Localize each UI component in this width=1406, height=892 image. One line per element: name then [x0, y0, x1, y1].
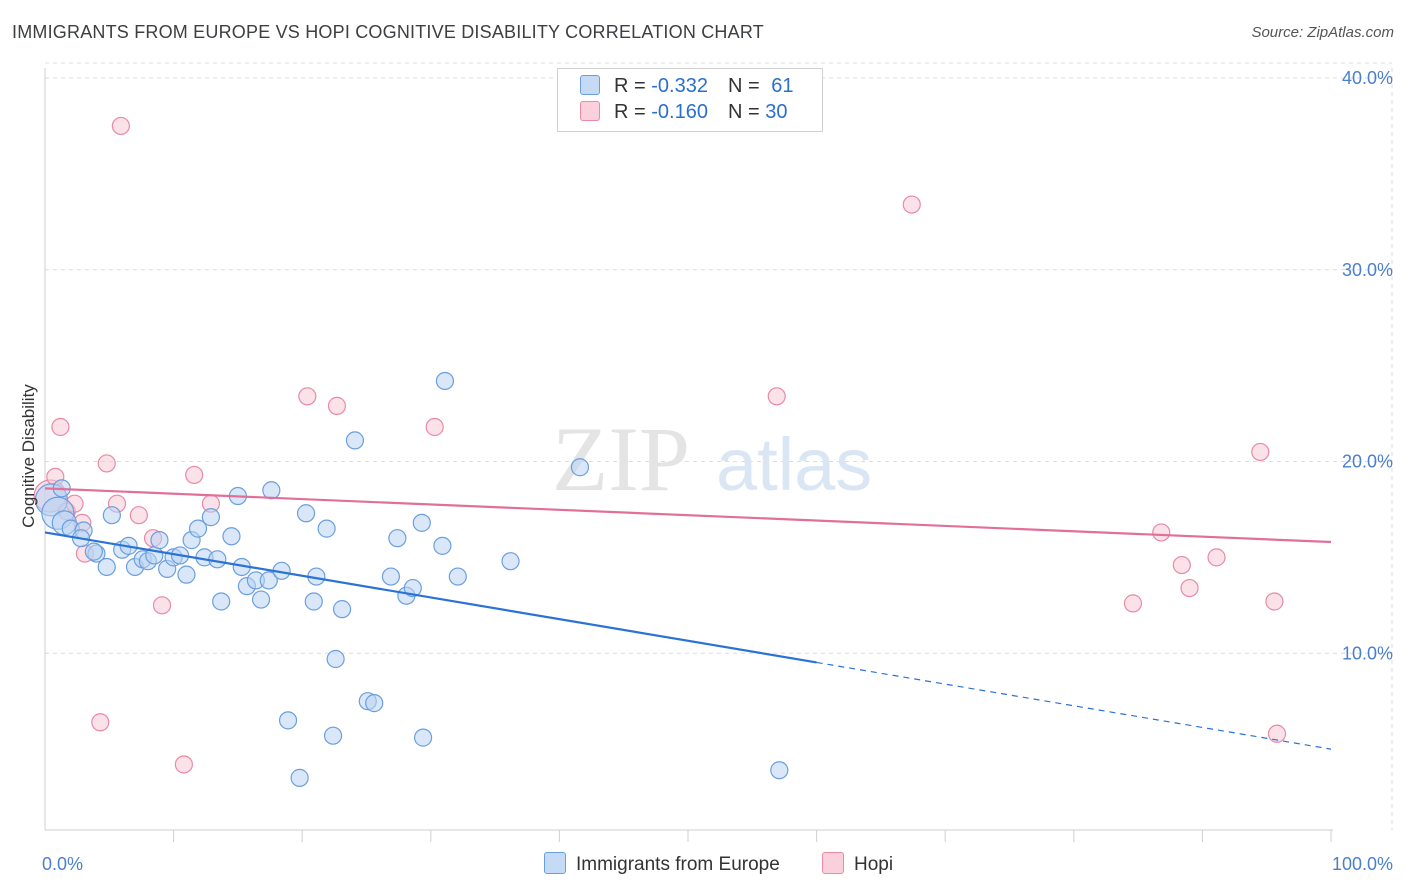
hopi-point [91, 713, 110, 732]
hopi-point [129, 506, 148, 525]
legend-n-label: N = [727, 75, 766, 97]
europe-point [381, 567, 401, 586]
hopi-point [1123, 594, 1143, 613]
legend-r-value: -0.160 [651, 101, 708, 123]
hopi-point [97, 454, 116, 473]
europe-point [150, 531, 169, 550]
hopi-trend-line [44, 487, 1332, 544]
x-tick-label: 100.0% [1332, 854, 1393, 874]
hopi-point [1180, 578, 1199, 598]
watermark-zip: ZIP [552, 408, 690, 510]
europe-point [97, 557, 116, 577]
hopi-point [425, 417, 444, 437]
europe-point [188, 519, 208, 538]
europe-point [388, 529, 407, 548]
hopi-point [1152, 523, 1171, 542]
hopi-point [185, 465, 204, 485]
europe-point [403, 578, 422, 598]
legend-swatch-hopi [580, 101, 600, 121]
europe-point [259, 571, 278, 590]
hopi-point [1267, 724, 1287, 743]
bottom-legend-swatch-europe [544, 852, 566, 874]
legend-row-hopi: R = -0.160 N = 30 [580, 101, 787, 127]
hopi-point [902, 195, 921, 214]
legend-r-value: -0.332 [651, 75, 708, 97]
europe-point [345, 431, 365, 450]
watermark-atlas: atlas [716, 423, 872, 506]
trend-lines [44, 487, 1332, 750]
hopi-point [1265, 592, 1284, 611]
y-tick-label: 30.0% [1342, 260, 1393, 280]
europe-point [84, 542, 103, 561]
europe-points [34, 371, 789, 787]
hopi-point [298, 387, 317, 406]
hopi-point [152, 596, 172, 615]
europe-point [435, 371, 455, 391]
europe-point [102, 506, 121, 525]
correlation-legend: R = -0.332 N = 61 R = -0.160 N = 30 [557, 68, 823, 132]
hopi-point [1251, 442, 1270, 462]
legend-r-label: R = [614, 75, 652, 97]
hopi-point [1207, 548, 1226, 567]
europe-point [323, 726, 343, 745]
bottom-legend-europe: Immigrants from Europe [544, 852, 780, 876]
legend-row-europe: R = -0.332 N = 61 [580, 75, 793, 101]
hopi-point [767, 387, 786, 406]
legend-n-label: N = [727, 101, 766, 123]
hopi-point [174, 755, 193, 774]
bottom-legend-swatch-hopi [822, 852, 844, 874]
europe-point [326, 649, 345, 669]
europe-trend-line-extension [816, 661, 1332, 750]
europe-point [365, 694, 384, 713]
europe-point [201, 508, 220, 527]
y-tick-label: 10.0% [1342, 643, 1393, 663]
y-axis-label: Cognitive Disability [19, 384, 38, 528]
europe-point [304, 592, 323, 611]
europe-point [208, 550, 227, 569]
europe-trend-line [44, 531, 817, 664]
europe-point [222, 527, 241, 546]
bottom-legend-label-europe: Immigrants from Europe [576, 854, 780, 875]
hopi-point [111, 116, 130, 136]
source-label: Source: ZipAtlas.com [1251, 24, 1394, 41]
europe-point [433, 536, 452, 555]
gridlines [45, 62, 1393, 830]
europe-point [413, 728, 433, 747]
watermark: ZIP atlas [552, 408, 872, 510]
axes [44, 68, 1333, 842]
hopi-point [327, 396, 347, 415]
europe-point [332, 600, 352, 619]
legend-n-value: 30 [765, 101, 788, 123]
europe-point [412, 513, 431, 532]
europe-point [317, 519, 336, 538]
hopi-point [1172, 555, 1191, 575]
europe-point [212, 592, 231, 611]
legend-swatch-europe [580, 75, 600, 95]
europe-point [296, 504, 316, 523]
europe-point [278, 711, 298, 730]
europe-point [177, 565, 196, 584]
europe-point [448, 567, 467, 586]
hopi-point [51, 417, 70, 437]
tick-labels: 10.0% 20.0% 30.0% 40.0% 0.0% 100.0% [42, 68, 1393, 874]
y-tick-label: 40.0% [1342, 68, 1393, 88]
legend-r-label: R = [614, 101, 652, 123]
bottom-legend-hopi: Hopi [822, 852, 893, 876]
europe-point [262, 481, 281, 500]
chart-title: IMMIGRANTS FROM EUROPE VS HOPI COGNITIVE… [12, 22, 764, 42]
europe-point [770, 761, 789, 780]
legend-n-value: 61 [771, 75, 794, 97]
europe-point [290, 768, 309, 787]
bottom-legend-label-hopi: Hopi [854, 854, 894, 875]
europe-point [570, 458, 590, 477]
x-tick-label: 0.0% [42, 854, 83, 874]
europe-point [251, 590, 271, 609]
y-tick-label: 20.0% [1342, 452, 1393, 472]
europe-point [501, 552, 520, 571]
